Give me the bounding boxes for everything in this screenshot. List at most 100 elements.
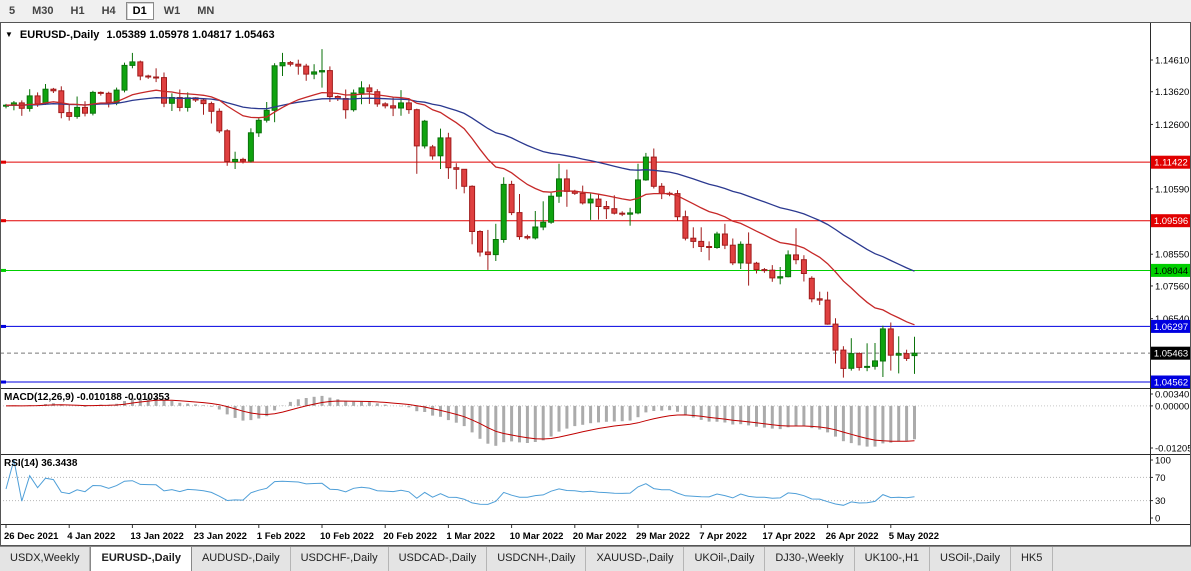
candle-body [113,89,120,104]
tab-usoil-daily[interactable]: USOil-,Daily [930,547,1011,571]
candle-body [611,208,618,214]
price-badge-1.06297: 1.06297 [1151,319,1191,333]
candle-body [82,106,88,114]
tab-uk100-h1[interactable]: UK100-,H1 [854,547,931,571]
timeframe-button-h1[interactable]: H1 [64,2,92,20]
candle-body [721,233,728,246]
timeframe-button-mn[interactable]: MN [190,2,221,20]
timeframe-button-h4[interactable]: H4 [95,2,123,20]
candle-body [729,244,736,264]
candle-body [635,179,641,214]
candle-body [808,277,815,300]
candle-body [413,109,420,147]
hline-left-handle [0,268,6,272]
tab-usdcad-daily[interactable]: USDCAD-,Daily [388,547,488,571]
tab-audusd-daily[interactable]: AUDUSD-,Daily [191,547,291,571]
tab-usdchf-daily[interactable]: USDCHF-,Daily [290,547,389,571]
tab-xauusd-daily[interactable]: XAUUSD-,Daily [586,547,685,571]
candle-body [208,103,215,112]
candle-body [129,61,136,66]
chart-window: 26 Dec 2021 4 Jan 2022 13 Jan 2022 23 Jan 2… [0,22,1191,546]
candle-body [287,62,294,65]
price-badge-1.08044-bg [1151,263,1191,277]
candle-body [682,216,689,239]
candle-body [563,178,570,192]
time-axis-label: 20 Feb 2022 [383,531,437,542]
candle-body [500,183,507,240]
candle-body [66,112,73,117]
timeframe-button-m30[interactable]: M30 [25,2,60,20]
candle-body [303,65,310,75]
time-axis-label: 10 Feb 2022 [320,531,374,542]
macd-axis-label: 0.00000 [1155,401,1189,412]
timeframe-button-d1[interactable]: D1 [125,2,154,20]
rsi-axis-label: 30 [1155,496,1166,507]
tab-label: EURUSD-,Daily [101,552,181,564]
price-badge-1.04562: 1.04562 [1151,375,1191,389]
candle-body [579,192,586,204]
candle-body [737,243,744,264]
candle-body [453,167,460,170]
tab-eurusd-daily[interactable]: EURUSD-,Daily [90,547,192,571]
tab-label: USDCAD-,Daily [398,552,477,564]
price-badge-1.08044: 1.08044 [1151,263,1191,277]
candle-body [856,353,863,368]
candle-body [484,251,491,256]
time-axis-label: 7 Apr 2022 [699,531,747,542]
candle-body [50,88,57,92]
candle-body [769,269,776,279]
candle-body [706,246,713,248]
tab-label: UK100-,H1 [864,552,920,564]
hline-left-handle [0,324,6,328]
price-badge-1.04562-bg [1151,375,1191,389]
candle-body [224,130,231,163]
price-badge-1.11422-bg [1151,155,1191,169]
time-axis-label: 23 Jan 2022 [194,531,247,542]
time-axis: 26 Dec 2021 4 Jan 2022 13 Jan 2022 23 Jan 2… [4,524,939,542]
candle-body [540,221,547,228]
macd-axis-label: -0.01205 [1155,444,1191,455]
candle-body [872,360,878,367]
candle-body [587,198,594,204]
tab-usdcnh-daily[interactable]: USDCNH-,Daily [487,547,587,571]
time-axis-label: 26 Dec 2021 [4,531,59,542]
rsi-axis-label: 70 [1155,473,1166,484]
candle-body [840,349,847,369]
candle-body [358,87,365,94]
candle-body [97,91,104,94]
price-axis-label: 1.13620 [1155,87,1189,98]
timeframe-button-5[interactable]: 5 [2,2,22,20]
tab-dj30-weekly[interactable]: DJ30-,Weekly [765,547,855,571]
candle-body [793,254,799,261]
candle-body [461,168,468,187]
price-axis-label: 1.08550 [1155,250,1189,261]
candle-body [58,90,65,114]
candle-body [350,92,357,111]
candle-body [642,156,649,181]
current-price-badge: 1.05463 [1151,346,1191,360]
candle-body [698,240,705,247]
price-axis-label: 1.14610 [1155,56,1189,67]
time-axis-label: 20 Mar 2022 [573,531,627,542]
candle-body [556,178,562,197]
candle-body [240,158,246,162]
tab-label: AUDUSD-,Daily [201,552,280,564]
tab-ukoil-daily[interactable]: UKOil-,Daily [684,547,766,571]
rsi-line [5,459,915,506]
candle-body [603,206,610,210]
timeframe-button-w1[interactable]: W1 [157,2,188,20]
candle-body [421,120,428,147]
candle-body [753,262,760,271]
tab-label: USDX,Weekly [10,552,80,564]
candle-body [745,243,752,264]
candle-body [429,146,436,157]
time-axis-label: 1 Mar 2022 [446,531,495,542]
chart-canvas[interactable]: 26 Dec 2021 4 Jan 2022 13 Jan 2022 23 Jan 2… [0,22,1191,546]
tab-usdx-weekly[interactable]: USDX,Weekly [0,547,91,571]
candle-body [34,95,41,105]
tab-hk5[interactable]: HK5 [1010,547,1054,571]
candle-body [800,259,807,274]
candle-body [319,70,325,73]
time-axis-label: 26 Apr 2022 [826,531,879,542]
candle-body [42,88,49,105]
